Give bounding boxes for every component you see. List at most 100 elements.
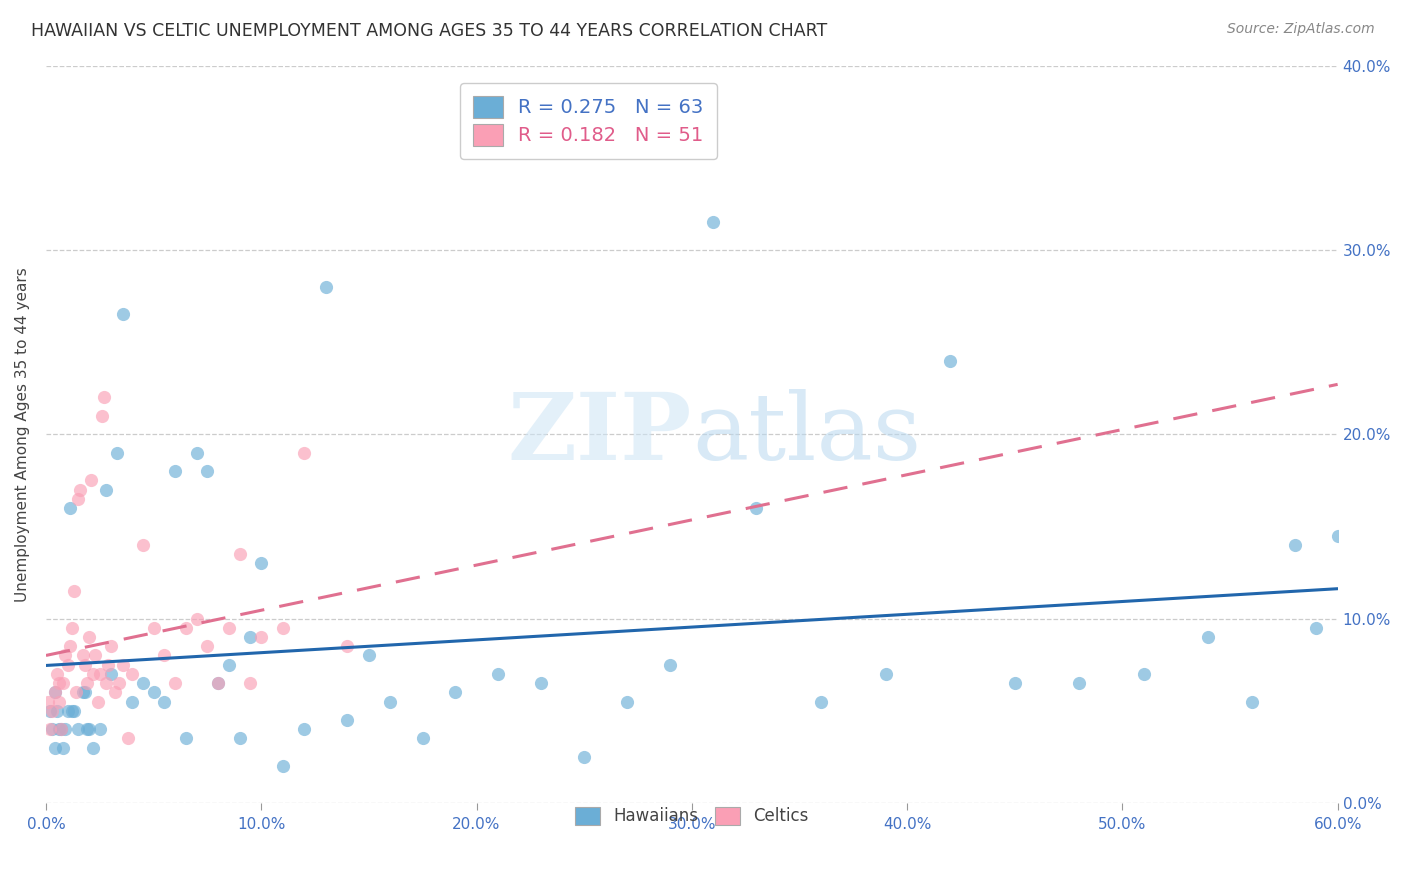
Point: [153, 648, 176, 663]
Point: [939, 353, 962, 368]
Point: [228, 731, 250, 746]
Point: [292, 723, 315, 737]
Point: [76, 723, 98, 737]
Point: [197, 464, 219, 478]
Point: [67, 723, 90, 737]
Point: [292, 446, 315, 460]
Point: [105, 446, 128, 460]
Text: Source: ZipAtlas.com: Source: ZipAtlas.com: [1227, 22, 1375, 37]
Point: [197, 640, 219, 654]
Point: [60, 704, 83, 718]
Point: [875, 667, 897, 681]
Point: [63, 584, 86, 599]
Point: [142, 685, 165, 699]
Point: [52, 740, 75, 755]
Point: [1198, 630, 1220, 644]
Point: [218, 657, 240, 672]
Point: [52, 676, 75, 690]
Point: [271, 621, 294, 635]
Point: [315, 280, 337, 294]
Point: [82, 740, 104, 755]
Point: [380, 695, 402, 709]
Point: [56, 657, 79, 672]
Point: [1069, 676, 1091, 690]
Point: [45, 704, 67, 718]
Point: [73, 657, 96, 672]
Point: [1004, 676, 1026, 690]
Point: [72, 648, 94, 663]
Y-axis label: Unemployment Among Ages 35 to 44 years: Unemployment Among Ages 35 to 44 years: [15, 267, 30, 601]
Point: [80, 474, 103, 488]
Point: [108, 676, 131, 690]
Point: [1326, 529, 1348, 543]
Point: [41, 723, 63, 737]
Point: [165, 676, 187, 690]
Point: [76, 676, 98, 690]
Point: [117, 731, 139, 746]
Point: [77, 630, 100, 644]
Point: [37, 695, 59, 709]
Text: HAWAIIAN VS CELTIC UNEMPLOYMENT AMONG AGES 35 TO 44 YEARS CORRELATION CHART: HAWAIIAN VS CELTIC UNEMPLOYMENT AMONG AG…: [31, 22, 827, 40]
Point: [69, 483, 91, 497]
Point: [121, 695, 143, 709]
Point: [44, 685, 66, 699]
Point: [48, 676, 70, 690]
Point: [132, 676, 155, 690]
Point: [112, 308, 135, 322]
Point: [132, 538, 155, 552]
Point: [39, 704, 62, 718]
Point: [100, 667, 122, 681]
Point: [250, 630, 273, 644]
Point: [121, 667, 143, 681]
Point: [186, 446, 208, 460]
Point: [174, 621, 197, 635]
Point: [100, 640, 122, 654]
Point: [810, 695, 832, 709]
Point: [239, 676, 262, 690]
Point: [1240, 695, 1263, 709]
Point: [357, 648, 380, 663]
Point: [67, 491, 90, 506]
Point: [86, 695, 108, 709]
Point: [271, 759, 294, 773]
Point: [89, 667, 111, 681]
Point: [53, 723, 76, 737]
Point: [49, 723, 72, 737]
Point: [84, 648, 107, 663]
Point: [336, 713, 359, 727]
Point: [59, 501, 82, 516]
Point: [702, 215, 724, 229]
Text: atlas: atlas: [692, 389, 921, 479]
Point: [1133, 667, 1156, 681]
Point: [112, 657, 135, 672]
Point: [45, 667, 67, 681]
Point: [174, 731, 197, 746]
Point: [77, 723, 100, 737]
Point: [96, 676, 118, 690]
Point: [60, 621, 83, 635]
Point: [44, 740, 66, 755]
Point: [72, 685, 94, 699]
Point: [142, 621, 165, 635]
Point: [93, 391, 115, 405]
Point: [572, 750, 595, 764]
Point: [218, 621, 240, 635]
Point: [1284, 538, 1306, 552]
Point: [89, 723, 111, 737]
Point: [39, 723, 62, 737]
Point: [207, 676, 229, 690]
Point: [659, 657, 682, 672]
Point: [49, 723, 72, 737]
Point: [616, 695, 638, 709]
Legend: Hawaiians, Celtics: Hawaiians, Celtics: [565, 797, 818, 835]
Point: [82, 667, 104, 681]
Point: [207, 676, 229, 690]
Point: [104, 685, 127, 699]
Text: ZIP: ZIP: [508, 389, 692, 479]
Point: [239, 630, 262, 644]
Point: [165, 464, 187, 478]
Point: [56, 704, 79, 718]
Point: [745, 501, 768, 516]
Point: [48, 695, 70, 709]
Point: [73, 685, 96, 699]
